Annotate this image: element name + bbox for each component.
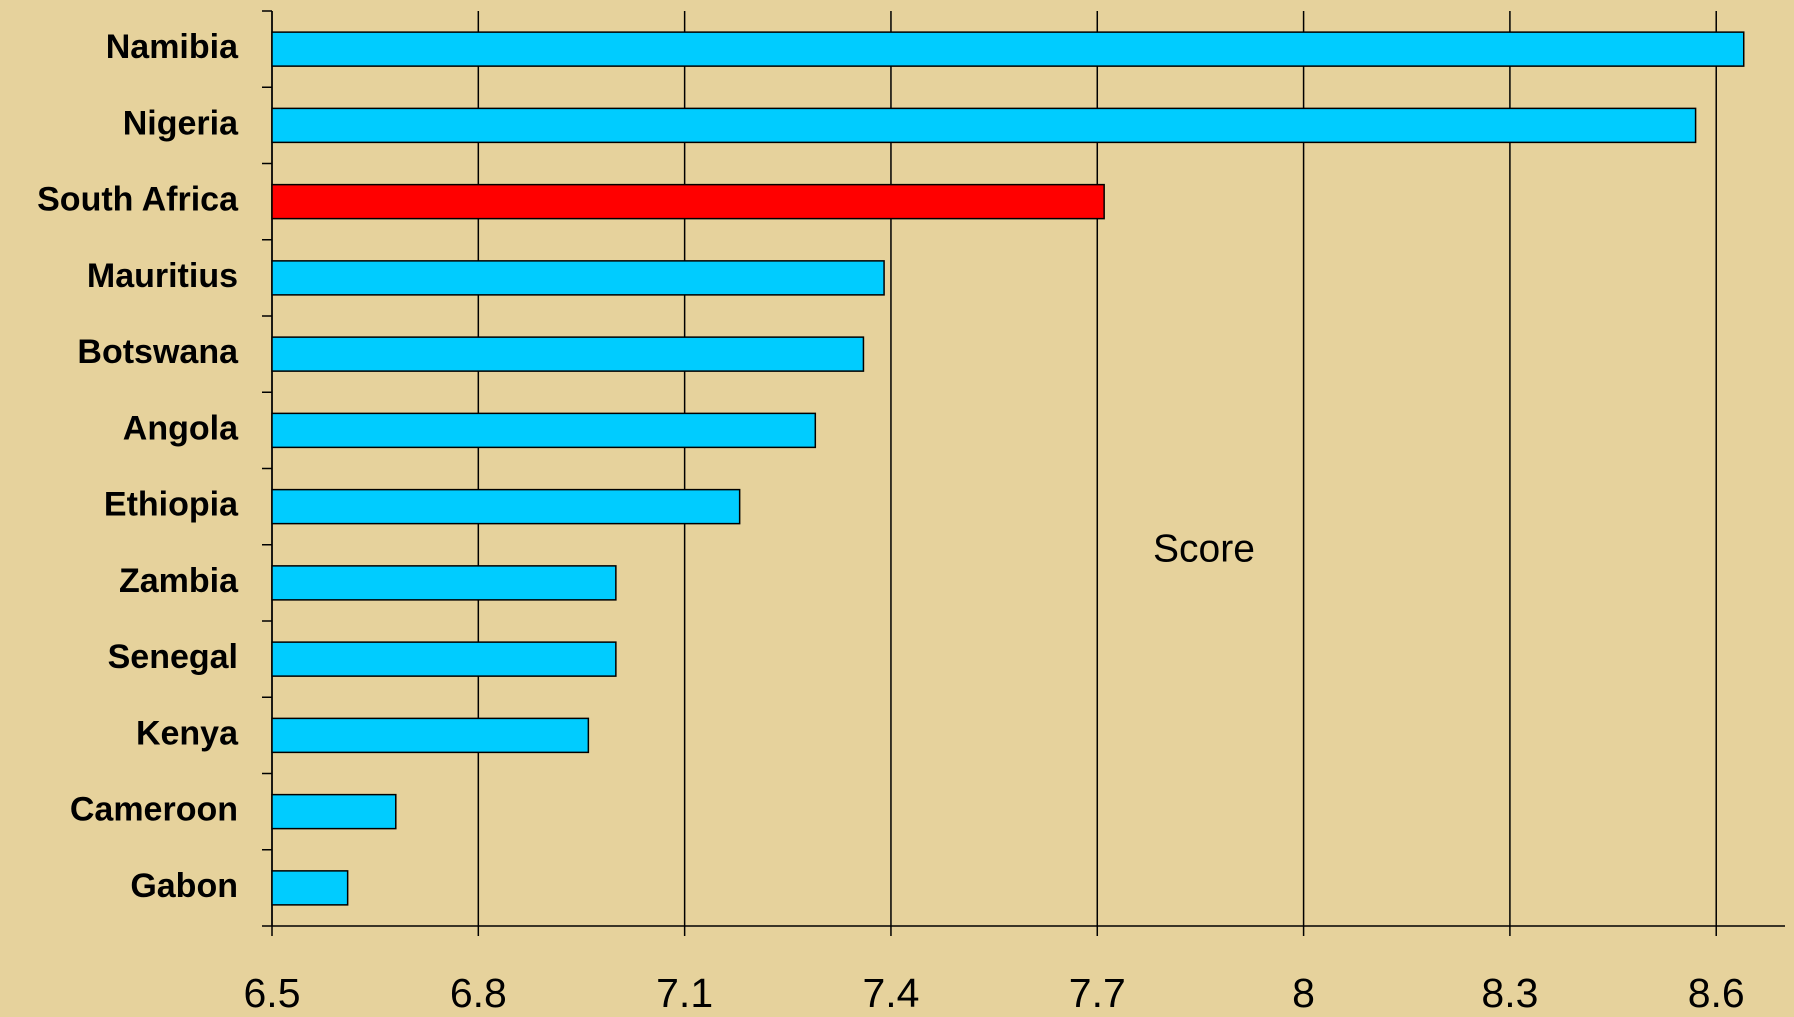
y-tick-label: Gabon: [130, 867, 238, 905]
bar: [271, 870, 349, 906]
x-tick-label: 7.7: [1069, 970, 1126, 1016]
x-tick-label: 6.8: [450, 970, 507, 1016]
x-tick-label: 7.4: [862, 970, 919, 1016]
bar: [271, 183, 1105, 220]
x-tick-label: 7.1: [656, 970, 713, 1016]
y-tick-label: Ethiopia: [104, 486, 239, 524]
bar: [271, 641, 617, 677]
bar: [271, 488, 741, 525]
bar: [271, 565, 617, 601]
x-tick-label: 8.6: [1688, 970, 1745, 1016]
y-tick-label: Mauritius: [87, 257, 238, 295]
y-tick-label: Zambia: [119, 562, 239, 600]
y-tick-label: Namibia: [106, 28, 239, 66]
bar: [271, 260, 885, 296]
y-tick-label: Botswana: [77, 333, 239, 371]
y-tick-label: Angola: [123, 409, 239, 447]
bar: [271, 412, 817, 449]
bar: [271, 107, 1697, 144]
bar: [271, 717, 590, 754]
x-tick-label: 6.5: [244, 970, 301, 1016]
y-tick-label: Nigeria: [123, 104, 239, 142]
y-tick-label: Kenya: [136, 714, 239, 752]
x-tick-label: 8.3: [1481, 970, 1538, 1016]
x-tick-label: 8: [1292, 970, 1315, 1016]
bar: [271, 336, 865, 372]
bar: [271, 31, 1745, 67]
y-tick-label: South Africa: [37, 181, 239, 219]
y-tick-label: Senegal: [108, 638, 238, 676]
y-tick-label: Cameroon: [70, 791, 238, 829]
bar: [271, 793, 397, 830]
annotation: Score: [1153, 527, 1255, 570]
